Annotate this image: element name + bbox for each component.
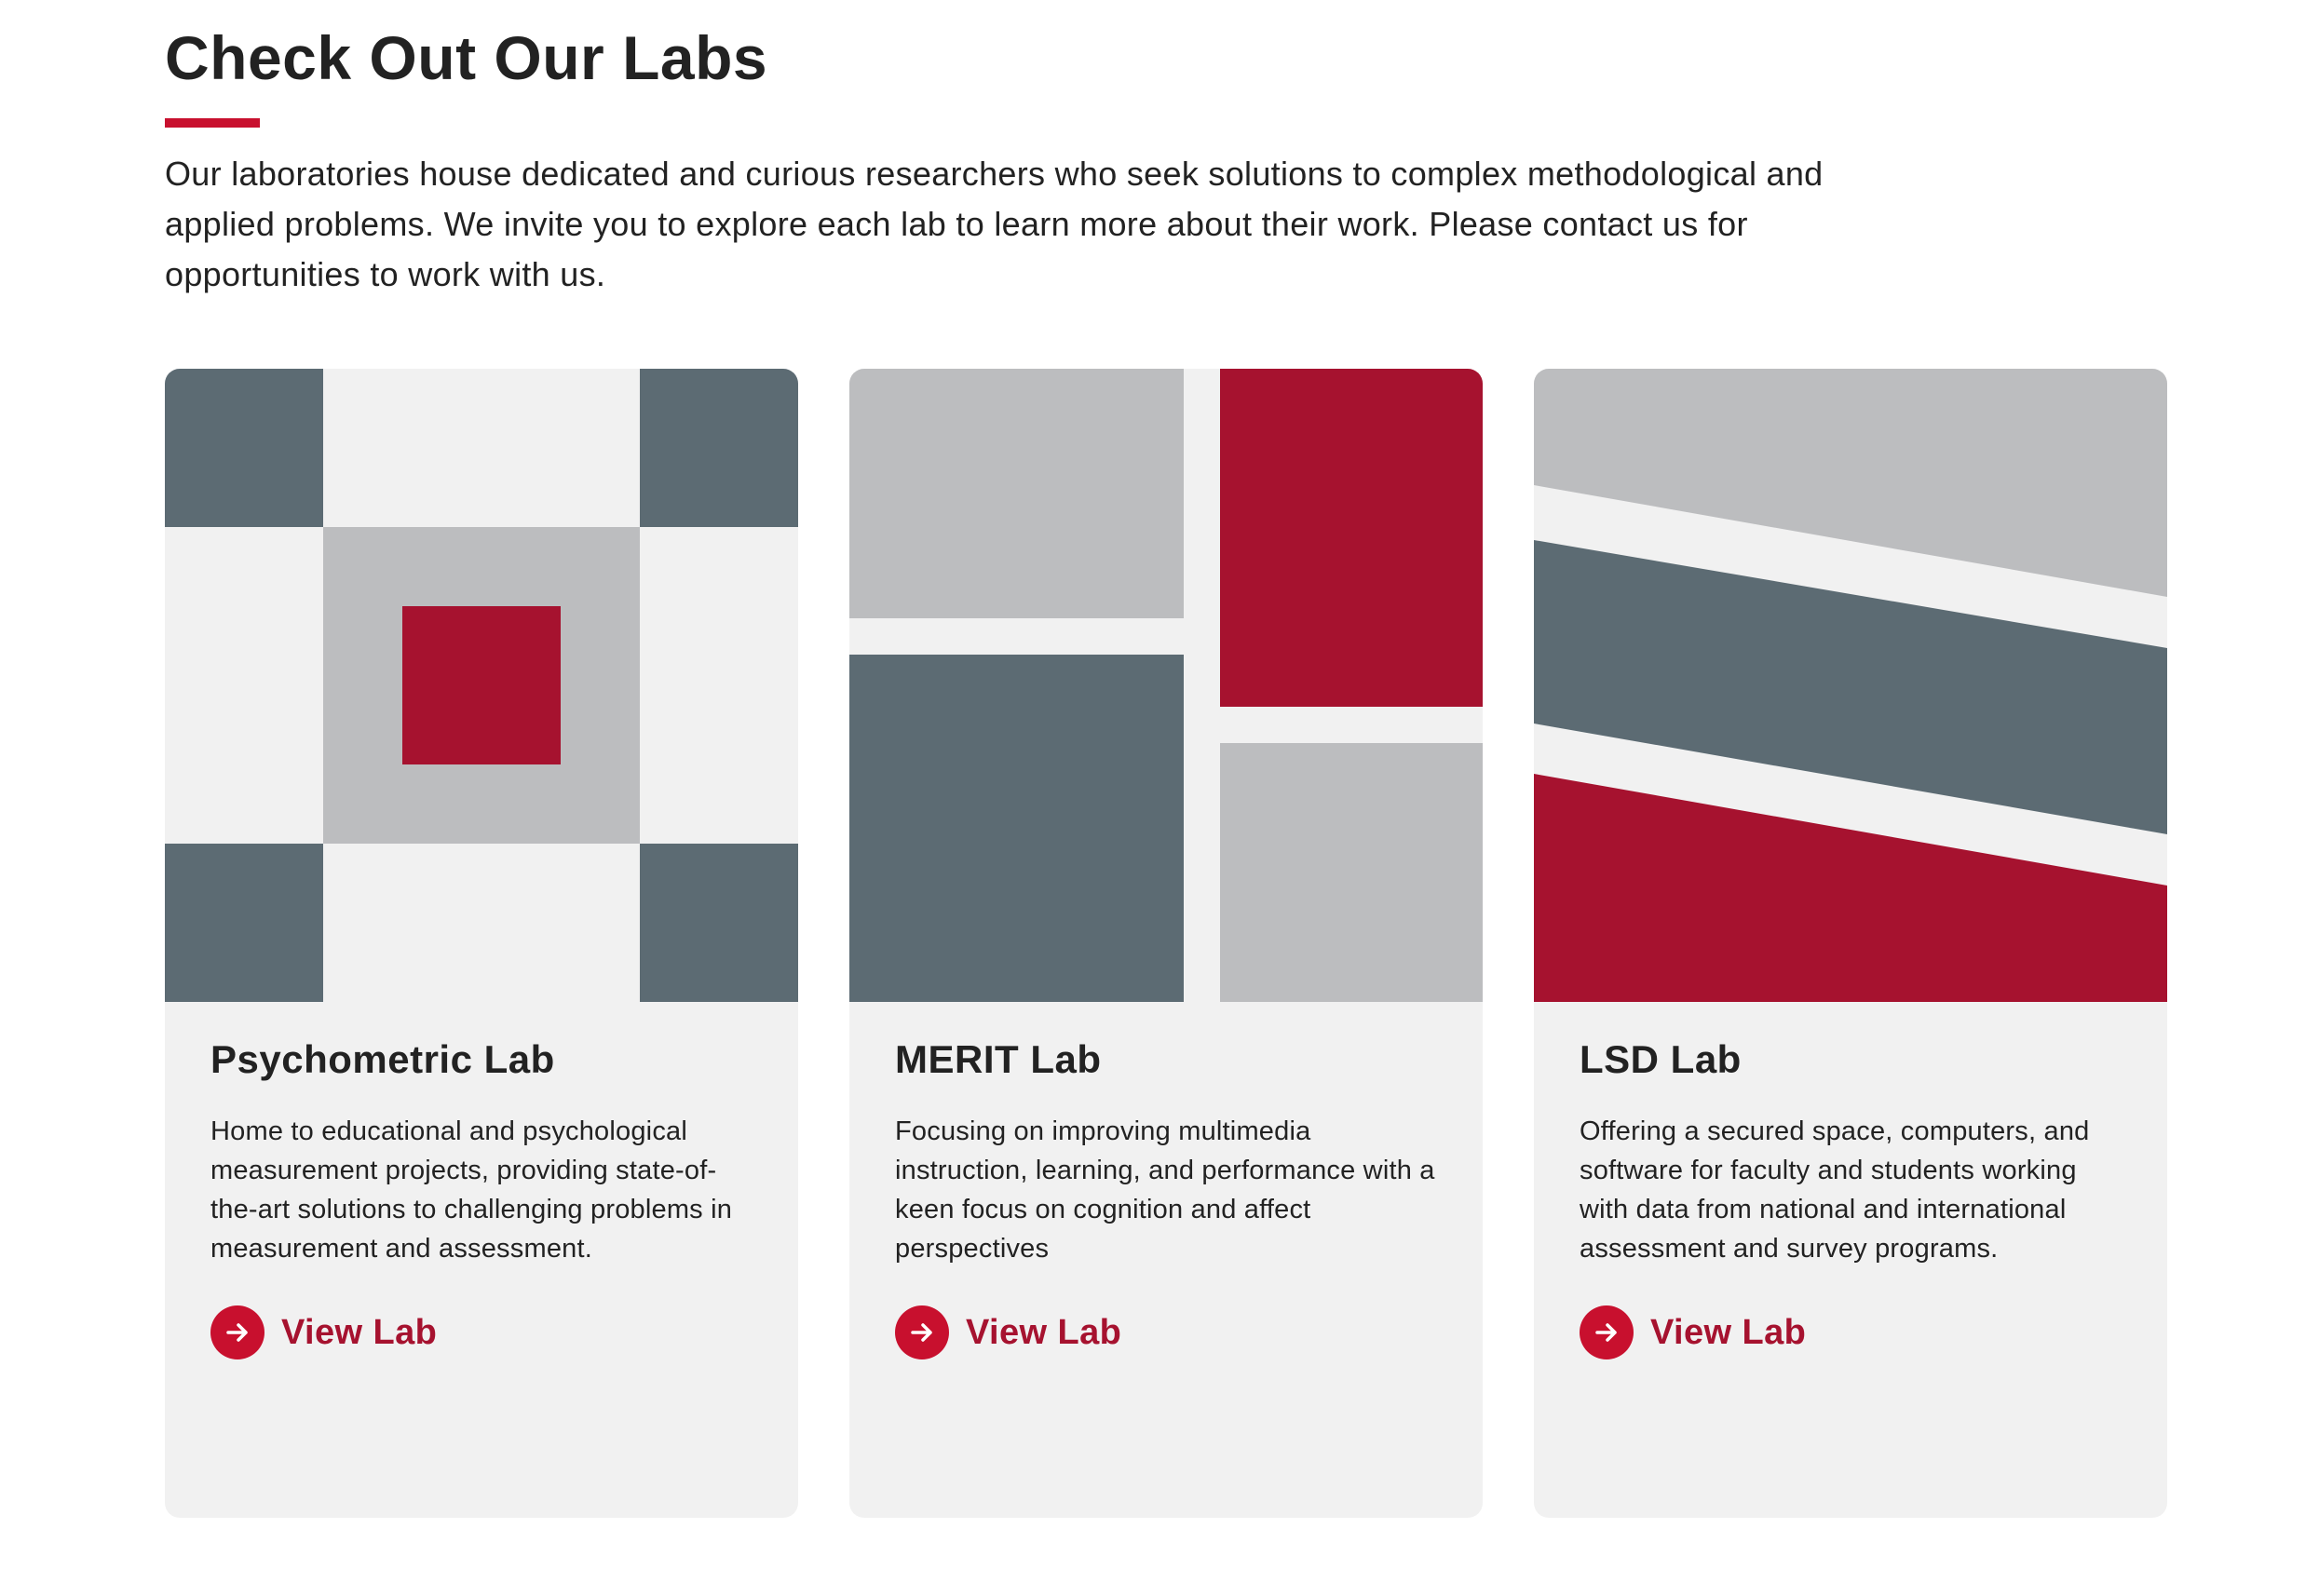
lab-description: Focusing on improving multimedia instruc… bbox=[895, 1116, 1435, 1264]
title-underline bbox=[165, 118, 260, 128]
lab-card-body: Psychometric Lab Home to educational and… bbox=[210, 1034, 760, 1359]
lab-cards: Psychometric Lab Home to educational and… bbox=[165, 369, 2167, 1518]
lab-card-body: MERIT Lab Focusing on improving multimed… bbox=[895, 1034, 1444, 1359]
merit-lab-graphic bbox=[849, 369, 1483, 1002]
arrow-right-circle-icon bbox=[1580, 1305, 1634, 1359]
lab-title: MERIT Lab bbox=[895, 1037, 1102, 1081]
lab-card-lsd: LSD Lab Offering a secured space, comput… bbox=[1534, 369, 2167, 1518]
lab-card-body: LSD Lab Offering a secured space, comput… bbox=[1580, 1034, 2129, 1359]
lab-title: Psychometric Lab bbox=[210, 1037, 555, 1081]
view-lab-link[interactable]: View Lab bbox=[895, 1305, 1444, 1359]
view-lab-label: View Lab bbox=[966, 1312, 1122, 1352]
lsd-lab-graphic bbox=[1534, 369, 2167, 1002]
view-lab-link[interactable]: View Lab bbox=[210, 1305, 760, 1359]
lab-description: Home to educational and psychological me… bbox=[210, 1116, 733, 1264]
lab-card-merit: MERIT Lab Focusing on improving multimed… bbox=[849, 369, 1483, 1518]
lab-card-psychometric: Psychometric Lab Home to educational and… bbox=[165, 369, 798, 1518]
arrow-right-circle-icon bbox=[895, 1305, 949, 1359]
section-intro: Our laboratories house dedicated and cur… bbox=[165, 155, 1824, 293]
lab-description: Offering a secured space, computers, and… bbox=[1580, 1116, 2090, 1264]
psychometric-lab-graphic bbox=[165, 369, 798, 1002]
view-lab-label: View Lab bbox=[281, 1312, 438, 1352]
view-lab-link[interactable]: View Lab bbox=[1580, 1305, 2129, 1359]
view-lab-label: View Lab bbox=[1650, 1312, 1807, 1352]
arrow-right-circle-icon bbox=[210, 1305, 264, 1359]
section-title: Check Out Our Labs bbox=[165, 23, 768, 92]
lab-title: LSD Lab bbox=[1580, 1037, 1742, 1081]
